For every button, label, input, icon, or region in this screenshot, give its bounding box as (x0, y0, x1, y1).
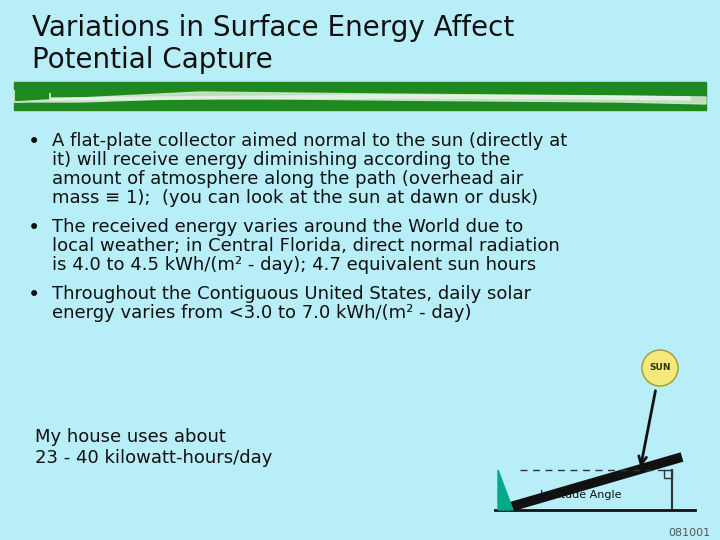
Text: 23 - 40 kilowatt-hours/day: 23 - 40 kilowatt-hours/day (35, 449, 272, 467)
Text: A flat-plate collector aimed normal to the sun (directly at: A flat-plate collector aimed normal to t… (52, 132, 567, 150)
Bar (664, 470, 672, 478)
Text: local weather; in Central Florida, direct normal radiation: local weather; in Central Florida, direc… (52, 237, 559, 255)
Text: Variations in Surface Energy Affect: Variations in Surface Energy Affect (32, 14, 514, 42)
Text: Throughout the Contiguous United States, daily solar: Throughout the Contiguous United States,… (52, 285, 531, 303)
Text: My house uses about: My house uses about (35, 428, 226, 446)
Bar (14, 82, 706, 110)
Text: •: • (28, 285, 40, 305)
Text: Latitude Angle: Latitude Angle (540, 490, 621, 500)
Text: it) will receive energy diminishing according to the: it) will receive energy diminishing acco… (52, 151, 510, 169)
Text: The received energy varies around the World due to: The received energy varies around the Wo… (52, 218, 523, 236)
Text: Potential Capture: Potential Capture (32, 46, 273, 74)
Text: SUN: SUN (649, 363, 671, 373)
Text: energy varies from <3.0 to 7.0 kWh/(m² - day): energy varies from <3.0 to 7.0 kWh/(m² -… (52, 304, 472, 322)
Text: 081001: 081001 (668, 528, 710, 538)
Text: amount of atmosphere along the path (overhead air: amount of atmosphere along the path (ove… (52, 170, 523, 188)
Polygon shape (14, 90, 706, 104)
Text: is 4.0 to 4.5 kWh/(m² - day); 4.7 equivalent sun hours: is 4.0 to 4.5 kWh/(m² - day); 4.7 equiva… (52, 256, 536, 274)
Polygon shape (498, 470, 513, 510)
Text: mass ≡ 1);  (you can look at the sun at dawn or dusk): mass ≡ 1); (you can look at the sun at d… (52, 189, 538, 207)
Circle shape (642, 350, 678, 386)
Text: •: • (28, 132, 40, 152)
Text: •: • (28, 218, 40, 238)
Polygon shape (50, 93, 690, 100)
